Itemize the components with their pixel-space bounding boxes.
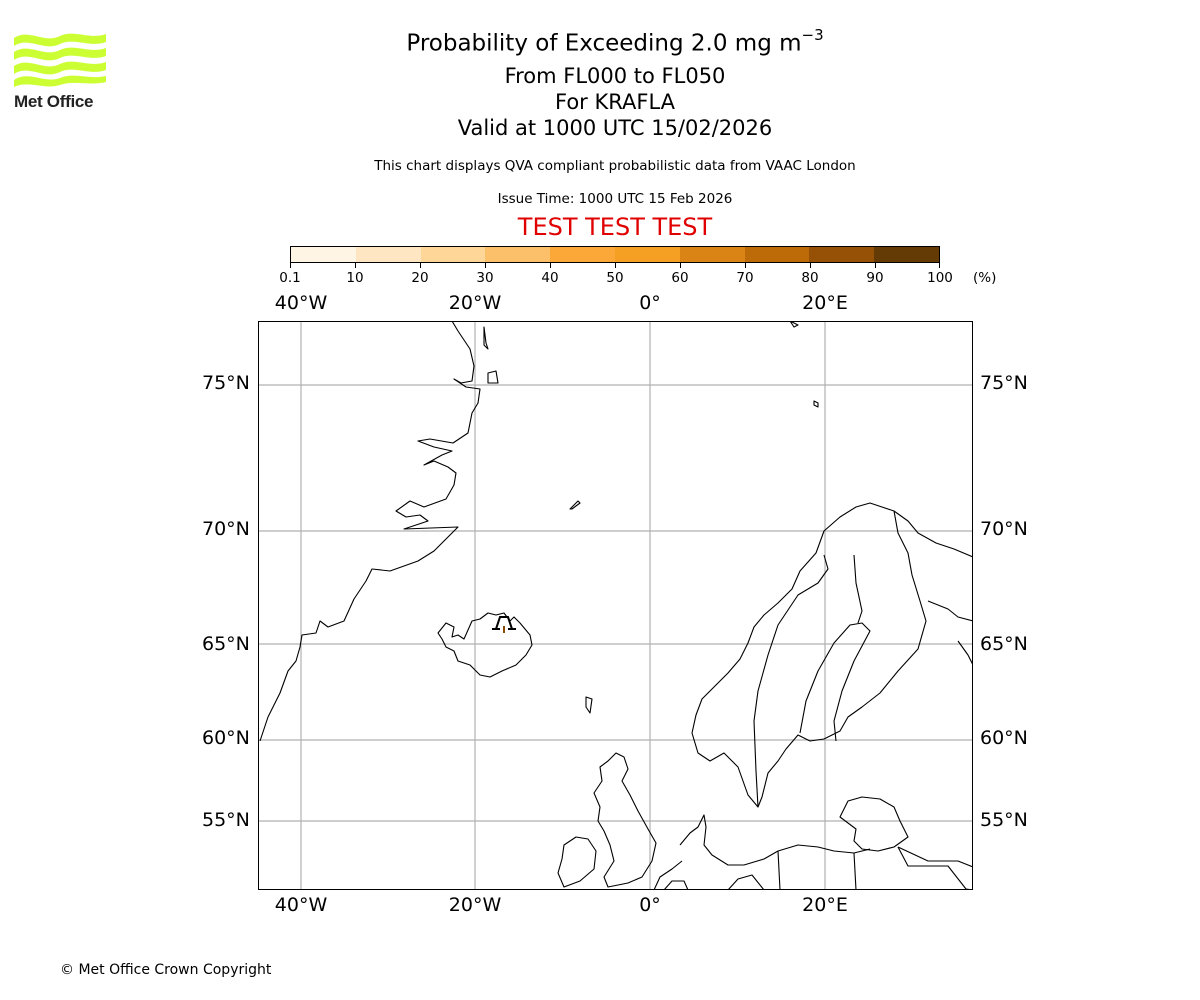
lon-label-bottom-20w: 20°W <box>448 894 502 916</box>
map-frame <box>258 321 973 890</box>
lat-label-left-60n: 60°N <box>202 727 250 749</box>
colorbar-segment <box>679 247 745 262</box>
map-canvas <box>258 320 974 891</box>
lon-label-top-20w: 20°W <box>448 292 502 314</box>
colorbar-tick <box>290 262 291 268</box>
lon-label-bottom-20e: 20°E <box>802 894 848 916</box>
colorbar-tick <box>355 262 356 268</box>
colorbar-segment <box>485 247 551 262</box>
ireland-coast <box>557 836 597 888</box>
lon-label-top-40w: 40°W <box>274 292 328 314</box>
graticule <box>258 321 973 890</box>
lon-label-top-20e: 20°E <box>802 292 848 314</box>
copyright-notice: © Met Office Crown Copyright <box>60 962 272 978</box>
lat-label-right-60n: 60°N <box>980 727 1028 749</box>
coastlines <box>259 320 974 891</box>
volcano-name: For KRAFLA <box>555 90 675 114</box>
colorbar-tick <box>680 262 681 268</box>
colorbar-tick-label: 30 <box>476 270 494 286</box>
colorbar-tick-label: 40 <box>541 270 559 286</box>
lat-label-right-65n: 65°N <box>980 633 1028 655</box>
colorbar-segment <box>614 247 680 262</box>
colorbar-segment <box>744 247 810 262</box>
colorbar-tick-label: 80 <box>801 270 819 286</box>
colorbar-tick-label: 90 <box>866 270 884 286</box>
scandinavia-coast <box>691 502 974 734</box>
colorbar-segment <box>874 247 939 262</box>
colorbar-tick <box>550 262 551 268</box>
colorbar-segment <box>550 247 615 262</box>
lon-label-bottom-40w: 40°W <box>274 894 328 916</box>
colorbar-tick-label: 70 <box>736 270 754 286</box>
issue-time: Issue Time: 1000 UTC 15 Feb 2026 <box>497 191 733 207</box>
met-office-wordmark: Met Office <box>14 92 94 111</box>
lat-label-right-75n: 75°N <box>980 372 1028 394</box>
colorbar-tick <box>615 262 616 268</box>
colorbar-segment <box>291 247 356 262</box>
colorbar-segment <box>809 247 875 262</box>
colorbar-tick-label: 50 <box>606 270 624 286</box>
chart-description: This chart displays QVA compliant probab… <box>374 158 856 174</box>
lon-label-top-0: 0° <box>639 292 661 314</box>
lat-label-right-70n: 70°N <box>980 518 1028 540</box>
colorbar-tick <box>485 262 486 268</box>
valid-time: Valid at 1000 UTC 15/02/2026 <box>457 116 773 140</box>
colorbar-tick-label: 20 <box>411 270 429 286</box>
greenland-coast <box>259 320 481 742</box>
colorbar-segment <box>420 247 486 262</box>
colorbar-tick-label: 10 <box>346 270 364 286</box>
colorbar-segment <box>355 247 421 262</box>
colorbar-tick-label: 100 <box>927 270 953 286</box>
lat-label-left-55n: 55°N <box>202 809 250 831</box>
colorbar-tick-label: 0.1 <box>279 270 301 286</box>
uk-coast <box>593 752 657 888</box>
lon-label-bottom-0: 0° <box>639 894 661 916</box>
lat-label-left-70n: 70°N <box>202 518 250 540</box>
met-office-waves-icon <box>14 33 106 87</box>
met-office-logo <box>14 30 106 112</box>
colorbar-tick <box>875 262 876 268</box>
colorbar-tick <box>810 262 811 268</box>
colorbar-unit: (%) <box>973 270 997 286</box>
chart-title: Probability of Exceeding 2.0 mg m−3 <box>300 26 930 57</box>
map-panel <box>258 320 974 891</box>
lat-label-right-55n: 55°N <box>980 809 1028 831</box>
volcano-marker-krafla[interactable] <box>492 616 516 633</box>
colorbar-ticks <box>290 262 940 270</box>
colorbar-tick <box>745 262 746 268</box>
test-banner: TEST TEST TEST <box>517 213 713 241</box>
lat-label-left-75n: 75°N <box>202 372 250 394</box>
iceland-coast <box>437 612 533 678</box>
colorbar-tick <box>939 262 940 268</box>
flight-level-range: From FL000 to FL050 <box>504 64 726 88</box>
colorbar <box>290 246 940 263</box>
colorbar-tick <box>420 262 421 268</box>
lat-label-left-65n: 65°N <box>202 633 250 655</box>
title-main: Probability of Exceeding 2.0 mg m <box>406 30 802 57</box>
colorbar-tick-label: 60 <box>671 270 689 286</box>
title-unit-exponent: −3 <box>801 26 824 44</box>
